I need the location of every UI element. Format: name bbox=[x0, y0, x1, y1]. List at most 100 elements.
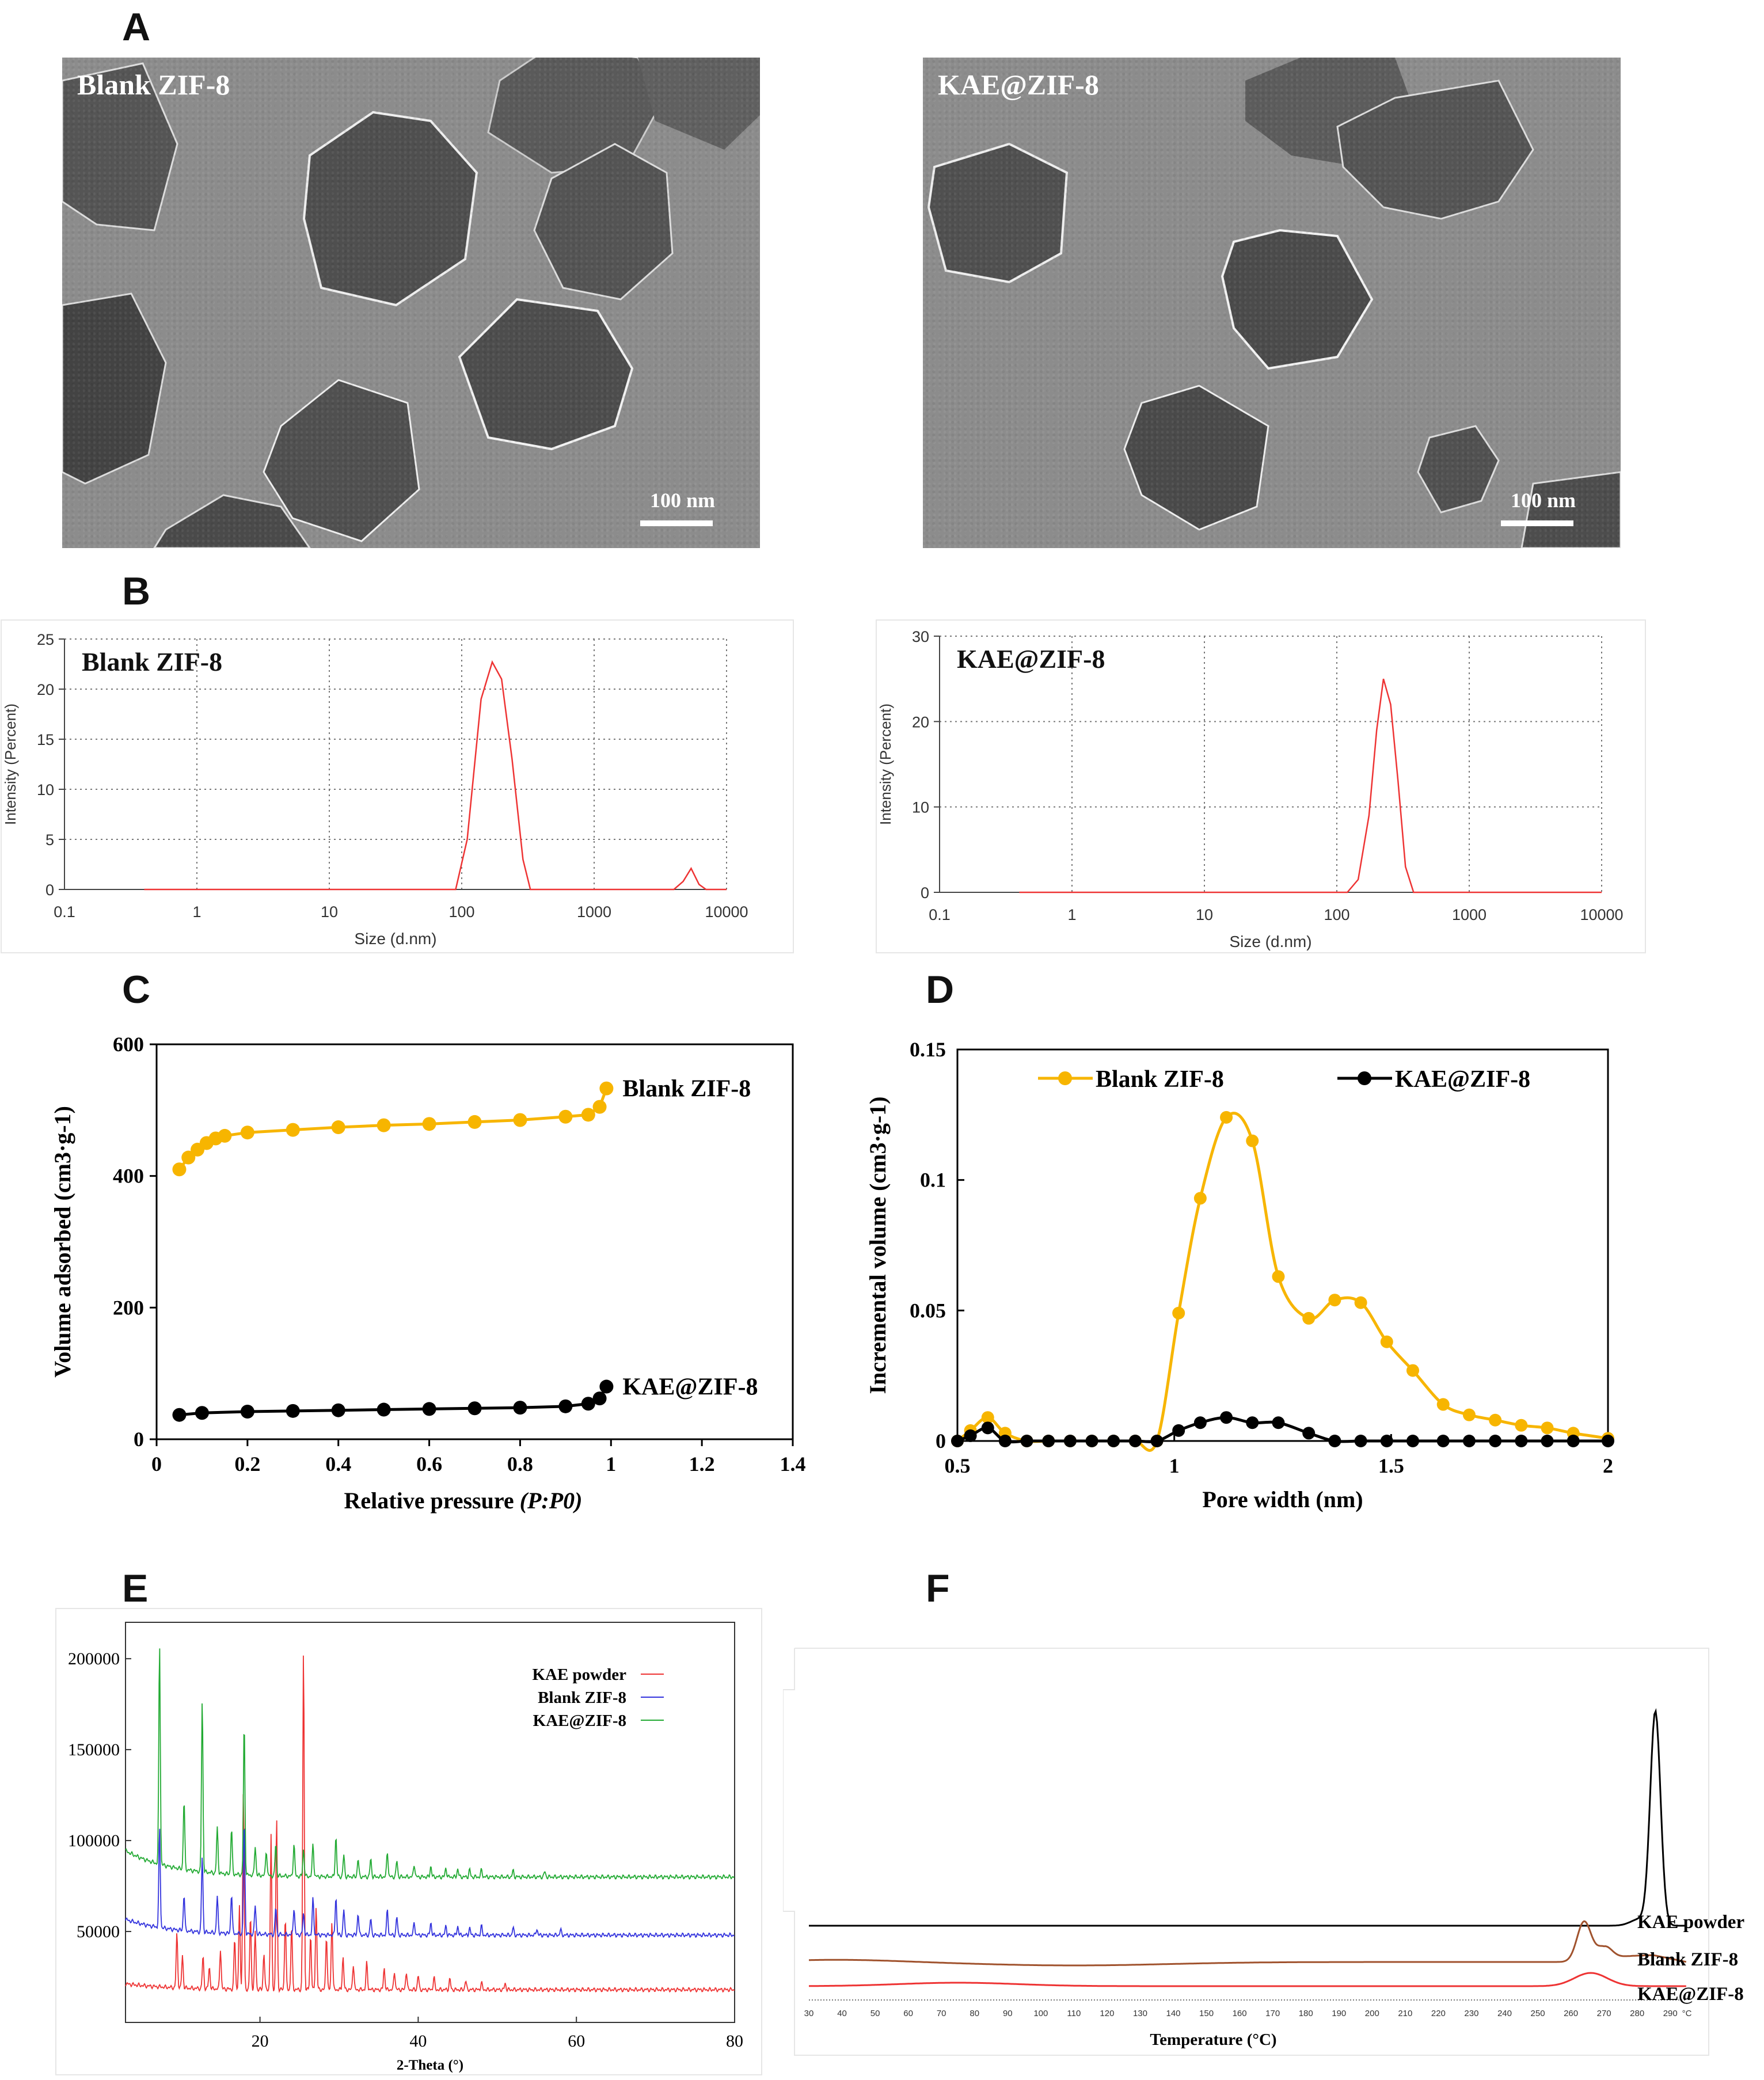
x-tick-label: 190 bbox=[1332, 2009, 1346, 2018]
data-point bbox=[1042, 1435, 1055, 1447]
data-point bbox=[951, 1435, 964, 1447]
data-point bbox=[467, 1115, 482, 1129]
data-point bbox=[331, 1120, 345, 1135]
x-tick-label: 10000 bbox=[1580, 906, 1623, 923]
chart-f-dsc: 30 40 50 60 70 80 90 100 110 120 130 140 150 160 170 18… bbox=[783, 1648, 1744, 2056]
x-tick-label: 260 bbox=[1564, 2009, 1578, 2018]
x-tick-label: 50 bbox=[870, 2009, 880, 2018]
x-tick-label: 20 bbox=[252, 2032, 269, 2051]
x-tick-label: 220 bbox=[1431, 2009, 1446, 2018]
x-tick-label: 1.4 bbox=[780, 1452, 806, 1476]
x-tick-label: 0.2 bbox=[234, 1452, 260, 1476]
x-tick-label: 240 bbox=[1497, 2009, 1512, 2018]
chart-c-isotherm: 0 0.2 0.4 0.6 0.8 1 1.2 1.4 0 200 400 600 Blank ZIF-… bbox=[50, 1033, 806, 1514]
y-tick-label: 200000 bbox=[68, 1649, 120, 1668]
panel-label-c: C bbox=[122, 968, 151, 1012]
chart-frame bbox=[783, 1648, 1709, 2056]
data-point bbox=[286, 1404, 300, 1418]
data-point bbox=[1150, 1435, 1164, 1447]
x-tick-label: 0.5 bbox=[945, 1454, 971, 1477]
y-tick-label: 20 bbox=[912, 713, 929, 731]
y-tick-label: 150000 bbox=[68, 1740, 120, 1759]
data-point bbox=[1354, 1435, 1367, 1447]
data-point bbox=[467, 1401, 482, 1416]
x-tick-label: 280 bbox=[1630, 2009, 1644, 2018]
y-tick-label: 0 bbox=[134, 1428, 144, 1451]
x-tick-label: 170 bbox=[1265, 2009, 1280, 2018]
data-point bbox=[1406, 1435, 1419, 1447]
plot-frame bbox=[125, 1622, 735, 2023]
data-point bbox=[1541, 1435, 1554, 1447]
data-point bbox=[195, 1406, 209, 1420]
series-label: KAE@ZIF-8 bbox=[622, 1374, 758, 1401]
y-tick-label: 20 bbox=[37, 681, 54, 698]
data-point bbox=[599, 1379, 614, 1394]
scale-bar-kae bbox=[1501, 520, 1573, 526]
x-axis-label: Relative pressure (P:P0) bbox=[344, 1488, 583, 1514]
data-point bbox=[377, 1118, 391, 1132]
y-tick-label: 0.1 bbox=[920, 1169, 946, 1192]
data-point bbox=[1354, 1296, 1367, 1309]
data-point bbox=[558, 1399, 573, 1413]
x-axis-label: Size (d.nm) bbox=[354, 930, 436, 948]
x-tick-label: 100 bbox=[448, 903, 474, 921]
plot-frame bbox=[155, 1043, 794, 1440]
legend-marker bbox=[1058, 1071, 1072, 1085]
x-tick-label: 70 bbox=[937, 2009, 946, 2018]
x-tick-label: 0.1 bbox=[54, 903, 75, 921]
y-tick-label: 0.15 bbox=[910, 1038, 946, 1061]
data-point bbox=[1246, 1134, 1259, 1147]
data-point bbox=[1220, 1111, 1233, 1124]
y-tick-label: 10 bbox=[37, 781, 54, 798]
legend-label: Blank ZIF-8 bbox=[1096, 1066, 1224, 1093]
data-point bbox=[599, 1081, 614, 1096]
x-tick-label: 100 bbox=[1324, 906, 1349, 923]
chart-title: Blank ZIF-8 bbox=[82, 647, 222, 676]
series-label: KAE@ZIF-8 bbox=[1637, 1984, 1744, 2005]
data-point bbox=[1107, 1435, 1120, 1447]
data-point bbox=[1328, 1294, 1341, 1307]
data-point bbox=[240, 1404, 254, 1419]
x-tick-label: 210 bbox=[1398, 2009, 1412, 2018]
data-point bbox=[331, 1403, 345, 1417]
x-axis-label: 2-Theta (°) bbox=[397, 2058, 463, 2073]
data-point bbox=[1436, 1435, 1450, 1447]
data-point bbox=[998, 1435, 1012, 1447]
x-tick-label: 100 bbox=[1033, 2009, 1048, 2018]
data-point bbox=[1462, 1408, 1476, 1421]
data-point bbox=[1302, 1311, 1316, 1325]
tem-particles-blank bbox=[62, 58, 760, 548]
data-point bbox=[981, 1421, 994, 1435]
legend-label: KAE@ZIF-8 bbox=[1395, 1066, 1530, 1093]
series-label: Blank ZIF-8 bbox=[1637, 1949, 1738, 1970]
data-point bbox=[592, 1100, 607, 1114]
legend-marker bbox=[1358, 1071, 1371, 1085]
data-point bbox=[422, 1402, 436, 1416]
x-tick-label: 120 bbox=[1100, 2009, 1114, 2018]
y-tick-label: 50000 bbox=[77, 1922, 120, 1941]
y-axis-label: Intensity (Percent) bbox=[877, 704, 894, 825]
y-tick-label: 200 bbox=[113, 1296, 144, 1319]
y-tick-label: 400 bbox=[113, 1165, 144, 1188]
x-axis-label: Pore width (nm) bbox=[1202, 1486, 1363, 1512]
x-tick-label: 40 bbox=[409, 2032, 427, 2051]
x-tick-label: 10 bbox=[1196, 906, 1213, 923]
x-tick-label: 150 bbox=[1199, 2009, 1214, 2018]
x-tick-label: °C bbox=[1682, 2009, 1692, 2018]
y-tick-label: 0 bbox=[921, 884, 929, 902]
data-point bbox=[1515, 1435, 1528, 1447]
chart-d-pore: 0.5 1 1.5 2 0 0.05 0.1 0.15 Blank ZIF-8 KAE@ZIF-8… bbox=[865, 1038, 1614, 1512]
x-tick-label: 110 bbox=[1067, 2009, 1081, 2018]
data-point bbox=[1172, 1424, 1185, 1437]
x-tick-label: 200 bbox=[1365, 2009, 1379, 2018]
y-tick-label: 0 bbox=[936, 1429, 946, 1452]
x-tick-label: 140 bbox=[1166, 2009, 1181, 2018]
x-tick-label: 1000 bbox=[577, 903, 611, 921]
panel-label-d: D bbox=[926, 968, 955, 1012]
chart-frame bbox=[1, 619, 794, 953]
data-point bbox=[1220, 1411, 1233, 1424]
data-point bbox=[581, 1108, 595, 1122]
y-tick-label: 25 bbox=[37, 631, 54, 648]
y-axis-label: Volume adsorbed (cm3·g-1) bbox=[50, 1106, 75, 1378]
panel-label-b: B bbox=[122, 569, 151, 613]
